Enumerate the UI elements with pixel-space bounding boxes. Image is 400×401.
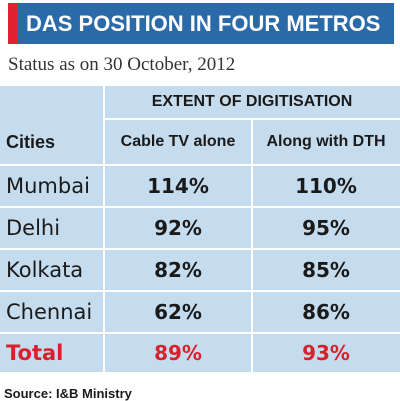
table-cell-city: Kolkata (6, 258, 84, 282)
table-cell-city: Delhi (6, 216, 61, 240)
total-label: Total (6, 341, 64, 365)
group-header: EXTENT OF DIGITISATION (151, 93, 353, 110)
column-header-cable: Cable TV alone (120, 133, 236, 150)
title-background (18, 3, 394, 44)
title-bar: DAS POSITION IN FOUR METROS (0, 0, 400, 48)
source-note: Source: I&B Ministry (4, 386, 132, 401)
total-cable: 89% (154, 341, 202, 365)
grid-line (0, 206, 400, 208)
table-cell-cable: 62% (154, 300, 202, 324)
grid-line (0, 248, 400, 250)
table-cell-dth: 86% (302, 300, 350, 324)
table-cell-cable: 114% (147, 174, 209, 198)
table-cell-cable: 92% (154, 216, 202, 240)
column-header-cities: Cities (6, 131, 56, 152)
chart-subtitle: Status as on 30 October, 2012 (8, 54, 236, 75)
grid-line (103, 86, 105, 372)
table-cell-dth: 85% (302, 258, 350, 282)
grid-line (251, 118, 253, 372)
chart-title: DAS POSITION IN FOUR METROS (26, 11, 381, 36)
grid-line (0, 290, 400, 292)
total-dth: 93% (302, 341, 350, 365)
grid-line (0, 164, 400, 166)
table-cell-city: Mumbai (6, 174, 90, 198)
table-cell-dth: 110% (295, 174, 357, 198)
title-accent (8, 3, 18, 44)
table-cell-city: Chennai (6, 300, 93, 324)
table-cell-cable: 82% (154, 258, 202, 282)
grid-line (0, 332, 400, 334)
table-cell-dth: 95% (302, 216, 350, 240)
column-header-dth: Along with DTH (266, 133, 386, 150)
data-table: EXTENT OF DIGITISATION Cities Cable TV a… (0, 86, 400, 372)
